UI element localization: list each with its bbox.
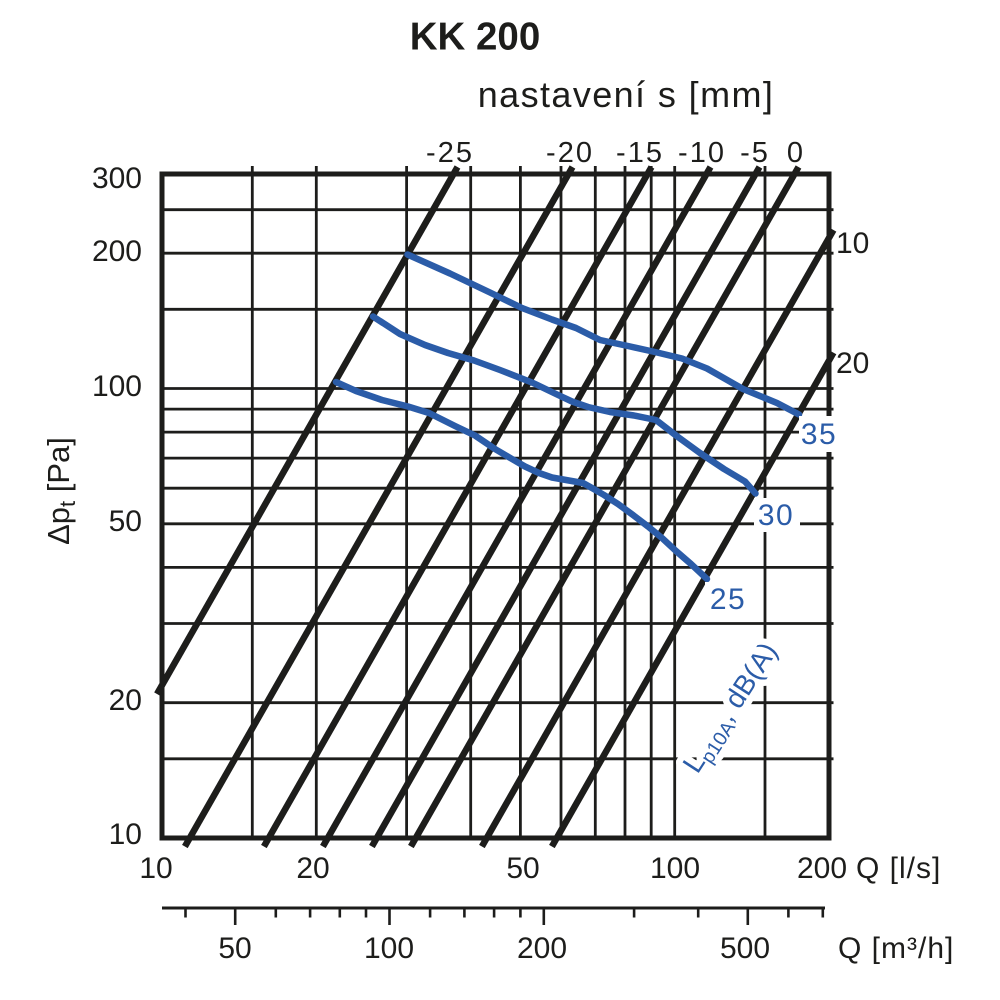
svg-text:KK 200: KK 200 — [410, 16, 541, 59]
svg-text:50: 50 — [218, 932, 251, 965]
svg-text:Δpt [Pa]: Δpt [Pa] — [41, 437, 80, 545]
svg-text:30: 30 — [758, 499, 794, 532]
svg-text:200: 200 — [92, 235, 142, 268]
svg-text:300: 300 — [92, 162, 142, 195]
svg-text:10: 10 — [836, 227, 869, 260]
svg-text:-10: -10 — [678, 137, 726, 169]
svg-text:-25: -25 — [426, 137, 474, 169]
svg-text:50: 50 — [109, 505, 142, 538]
svg-text:20: 20 — [296, 852, 329, 885]
svg-text:100: 100 — [364, 932, 414, 965]
svg-text:500: 500 — [720, 932, 770, 965]
svg-text:Q [m³/h]: Q [m³/h] — [838, 932, 954, 965]
svg-text:200: 200 — [797, 852, 847, 885]
svg-text:20: 20 — [109, 684, 142, 717]
svg-text:10: 10 — [139, 852, 172, 885]
svg-text:35: 35 — [801, 418, 837, 451]
svg-text:10: 10 — [109, 818, 142, 851]
svg-text:-20: -20 — [546, 137, 594, 169]
svg-text:200: 200 — [517, 932, 567, 965]
svg-text:20: 20 — [836, 347, 869, 380]
svg-text:-5: -5 — [740, 137, 770, 169]
svg-text:0: 0 — [787, 137, 805, 169]
svg-text:-15: -15 — [616, 137, 664, 169]
svg-text:25: 25 — [710, 583, 746, 616]
svg-text:nastavení s [mm]: nastavení s [mm] — [478, 74, 775, 115]
svg-text:100: 100 — [92, 370, 142, 403]
svg-text:100: 100 — [650, 852, 700, 885]
svg-text:Q [l/s]: Q [l/s] — [856, 852, 941, 885]
svg-text:50: 50 — [506, 852, 539, 885]
